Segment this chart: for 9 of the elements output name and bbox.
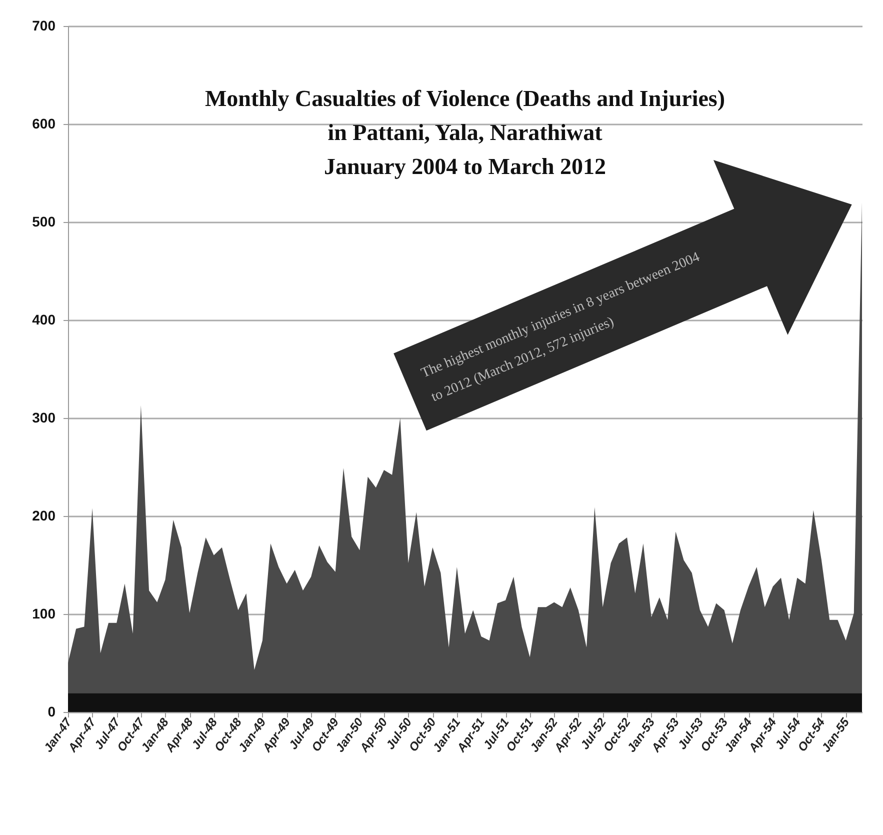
y-tick-label: 0	[48, 704, 56, 720]
y-tick-label: 300	[32, 410, 56, 426]
text: Monthly Casualties of Violence (Deaths and Injuries) in Pattani, Yala, Narathiwat January 2004 to March 2012	[204, 86, 726, 179]
y-tick-label: 500	[32, 214, 56, 230]
y-tick-label: 600	[32, 116, 56, 132]
y-tick-label: 700	[32, 18, 56, 34]
y-tick-label: 400	[32, 312, 56, 328]
y-tick-label: 100	[32, 606, 56, 622]
y-tick-label: 200	[32, 508, 56, 524]
